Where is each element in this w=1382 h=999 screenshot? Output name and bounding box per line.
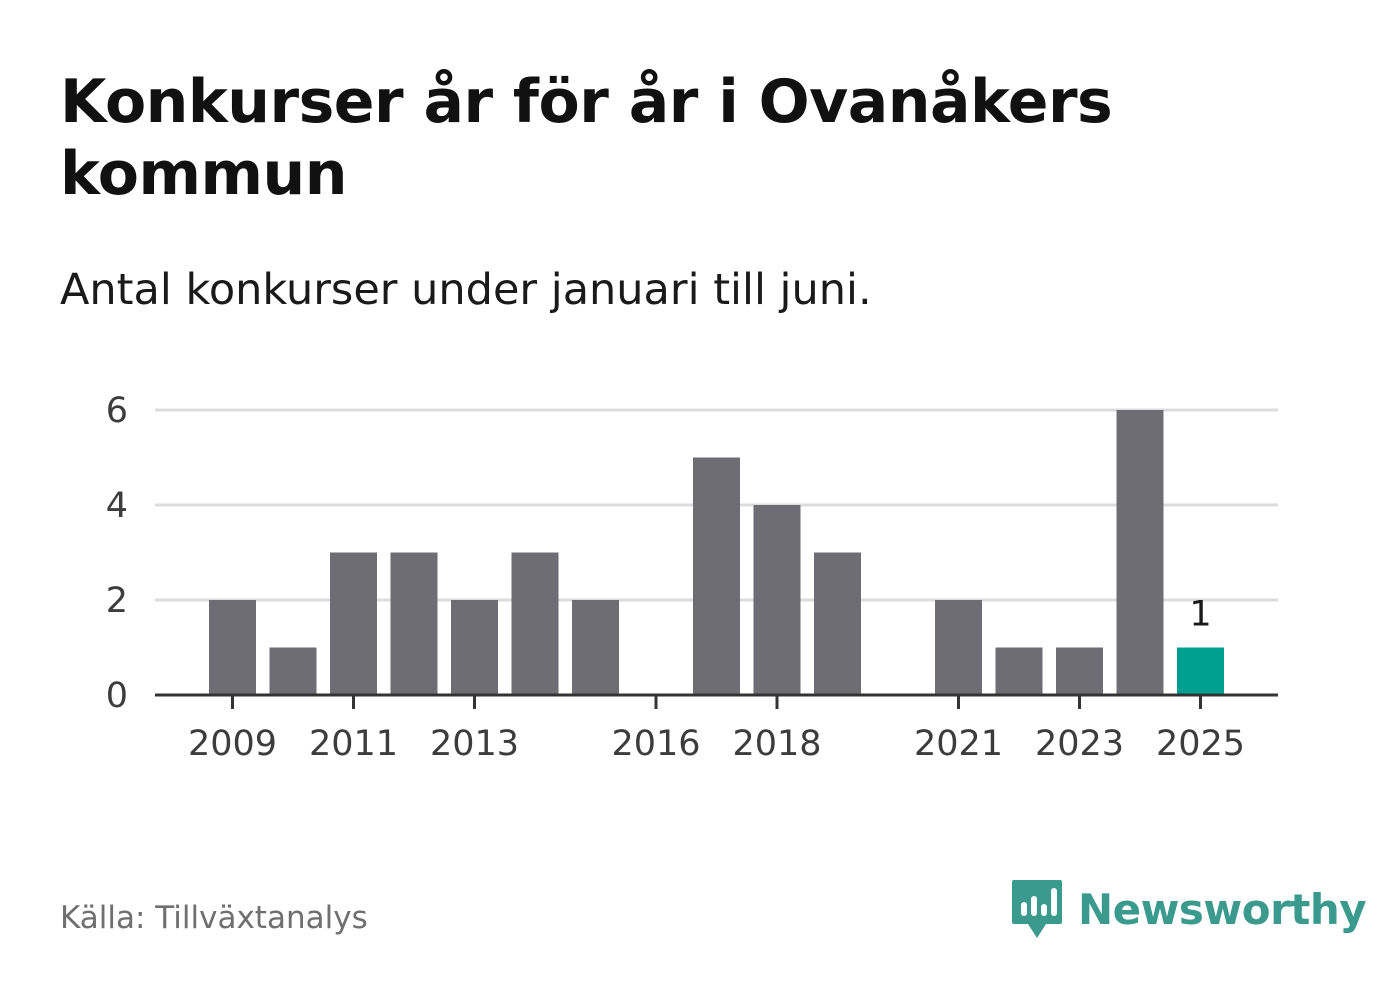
bar [330, 552, 377, 695]
chart-title: Konkurser år för år i Ovanåkers kommun [60, 67, 1113, 209]
x-tick-label: 2013 [430, 724, 519, 764]
newsworthy-brand: Newsworthy [1010, 878, 1367, 940]
x-tick-label: 2021 [914, 724, 1003, 764]
x-tick-label: 2009 [188, 724, 277, 764]
bar [753, 505, 801, 695]
x-tick-label: 2018 [732, 724, 821, 764]
x-tick-label: 2016 [611, 724, 700, 764]
bar [209, 600, 256, 695]
bar [995, 647, 1043, 695]
bar [935, 600, 982, 695]
chart-subtitle: Antal konkurser under januari till juni. [60, 265, 872, 315]
y-tick-label: 6 [106, 391, 128, 431]
x-tick-label: 2011 [309, 724, 398, 764]
bar [511, 552, 559, 695]
x-tick-label: 2025 [1156, 724, 1245, 764]
y-tick-label: 0 [106, 676, 128, 716]
y-tick-label: 4 [106, 486, 128, 526]
brand-name: Newsworthy [1078, 884, 1367, 934]
bar [1056, 647, 1103, 695]
bar [814, 552, 861, 695]
y-tick-label: 2 [106, 581, 128, 621]
bar [572, 600, 619, 695]
x-tick-label: 2023 [1035, 724, 1124, 764]
bar [451, 600, 498, 695]
bar [693, 457, 740, 695]
bar [390, 552, 438, 695]
data-label: 1 [1189, 595, 1211, 635]
source-note: Källa: Tillväxtanalys [60, 900, 368, 936]
newsworthy-logo-icon [1012, 880, 1062, 938]
bar [1116, 410, 1164, 695]
bar [1177, 647, 1224, 695]
bar [269, 647, 317, 695]
